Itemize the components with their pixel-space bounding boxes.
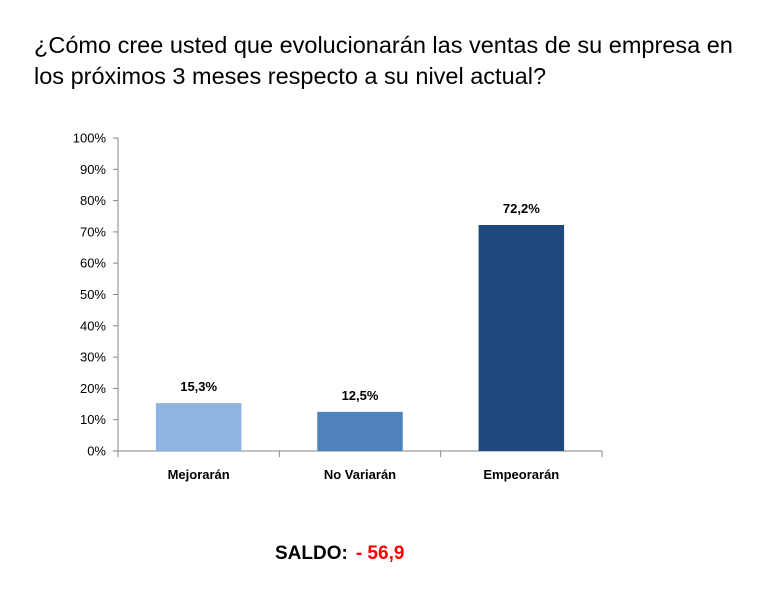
category-label: Mejorarán xyxy=(168,467,230,482)
category-labels: Mejorarán No Variarán Empeorarán xyxy=(168,467,560,482)
chart-title: ¿Cómo cree usted que evolucionarán las v… xyxy=(34,32,733,89)
data-labels: 15,3% 12,5% 72,2% xyxy=(180,201,540,403)
bar xyxy=(478,225,565,451)
y-tick-label: 40% xyxy=(80,318,106,333)
bars xyxy=(155,225,565,451)
y-tick-label: 70% xyxy=(80,224,106,239)
data-label: 12,5% xyxy=(342,388,379,403)
y-tick-label: 10% xyxy=(80,412,106,427)
saldo-summary: SALDO: - 56,9 xyxy=(275,543,404,565)
y-axis: 0% 10% 20% 30% 40% 50% 60% 70% 80% 90% 100% xyxy=(73,131,119,459)
bar xyxy=(155,403,242,451)
y-tick-label: 100% xyxy=(73,131,107,146)
y-tick-label: 20% xyxy=(80,381,106,396)
category-label: Empeorarán xyxy=(483,467,559,482)
bar xyxy=(317,411,403,451)
x-axis xyxy=(117,450,603,457)
data-label: 72,2% xyxy=(503,201,540,216)
y-tick-label: 60% xyxy=(80,256,106,271)
y-tick-label: 80% xyxy=(80,193,106,208)
y-tick-label: 30% xyxy=(80,350,106,365)
y-tick-label: 0% xyxy=(87,444,106,459)
y-tick-label: 50% xyxy=(80,287,106,302)
data-label: 15,3% xyxy=(180,379,217,394)
saldo-label: SALDO: xyxy=(275,543,348,564)
category-label: No Variarán xyxy=(324,467,396,482)
y-tick-label: 90% xyxy=(80,162,106,177)
saldo-value: - 56,9 xyxy=(355,543,405,564)
